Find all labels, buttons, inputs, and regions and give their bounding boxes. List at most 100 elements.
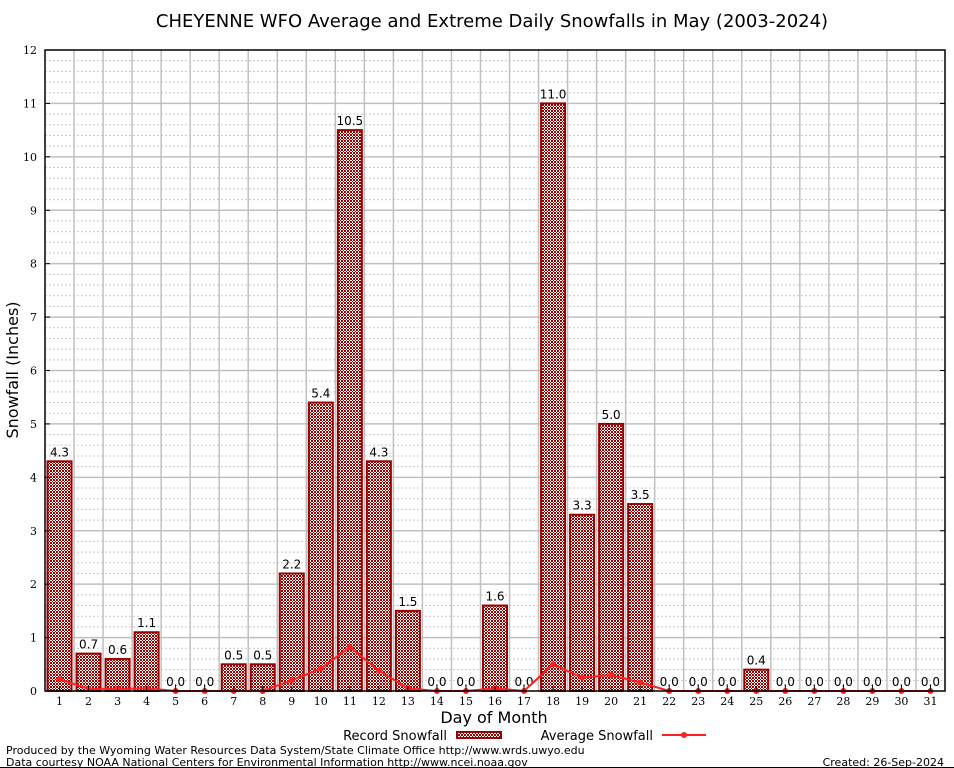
y-tick-label: 1 xyxy=(30,632,37,645)
record-data-label: 3.5 xyxy=(631,488,650,502)
record-bar-day-1 xyxy=(46,460,73,692)
record-data-label: 0.0 xyxy=(863,675,882,689)
record-bar-day-20 xyxy=(598,422,625,692)
x-tick-label: 3 xyxy=(114,695,121,708)
x-tick-label: 1 xyxy=(56,695,63,708)
record-bar-day-21 xyxy=(627,503,654,692)
record-data-label: 0.0 xyxy=(689,675,708,689)
x-tick-label: 6 xyxy=(201,695,208,708)
x-tick-label: 16 xyxy=(488,695,502,708)
record-data-label: 4.3 xyxy=(369,445,388,459)
average-point-day-20 xyxy=(608,671,615,678)
y-tick-label: 10 xyxy=(23,151,37,164)
record-bar-day-18 xyxy=(540,102,567,692)
record-data-label: 0.0 xyxy=(805,675,824,689)
footer-produced-by: Produced by the Wyoming Water Resources … xyxy=(6,744,585,757)
x-tick-label: 4 xyxy=(143,695,150,708)
y-tick-label: 12 xyxy=(23,44,37,57)
y-tick-label: 7 xyxy=(30,311,37,324)
average-point-day-9 xyxy=(288,677,295,684)
x-tick-label: 26 xyxy=(778,695,792,708)
record-data-label: 0.0 xyxy=(921,675,940,689)
x-tick-label: 18 xyxy=(546,695,560,708)
average-point-day-12 xyxy=(375,667,382,674)
record-data-label: 0.0 xyxy=(892,675,911,689)
x-tick-label: 29 xyxy=(865,695,879,708)
x-tick-label: 19 xyxy=(575,695,589,708)
record-bar-day-12 xyxy=(365,460,392,692)
record-bar-day-13 xyxy=(394,609,421,692)
y-tick-label: 11 xyxy=(23,97,37,110)
x-tick-label: 17 xyxy=(517,695,531,708)
average-point-day-18 xyxy=(550,661,557,668)
legend-average-marker xyxy=(681,732,687,738)
x-tick-label: 14 xyxy=(430,695,444,708)
x-tick-label: 11 xyxy=(343,695,357,708)
x-tick-label: 10 xyxy=(314,695,328,708)
x-tick-label: 13 xyxy=(401,695,415,708)
average-point-day-19 xyxy=(579,674,586,681)
record-data-label: 11.0 xyxy=(540,87,567,101)
footer-created: Created: 26-Sep-2024 xyxy=(823,756,944,768)
record-data-label: 3.3 xyxy=(573,499,592,513)
x-tick-label: 8 xyxy=(259,695,266,708)
y-tick-label: 5 xyxy=(30,418,37,431)
x-tick-label: 31 xyxy=(923,695,937,708)
record-data-label: 0.0 xyxy=(427,675,446,689)
x-tick-label: 15 xyxy=(459,695,473,708)
record-data-label: 0.0 xyxy=(195,675,214,689)
record-bar-day-10 xyxy=(307,401,334,692)
record-data-label: 10.5 xyxy=(336,114,363,128)
x-tick-label: 20 xyxy=(604,695,618,708)
record-data-label: 4.3 xyxy=(50,445,69,459)
record-data-label: 0.0 xyxy=(718,675,737,689)
record-bar-day-16 xyxy=(482,604,508,692)
y-axis-label: Snowfall (Inches) xyxy=(3,301,22,438)
average-point-day-11 xyxy=(346,644,353,651)
x-tick-label: 9 xyxy=(288,695,295,708)
record-data-label: 0.0 xyxy=(660,675,679,689)
y-tick-label: 0 xyxy=(30,685,37,698)
record-data-label: 0.7 xyxy=(79,638,98,652)
x-tick-label: 7 xyxy=(230,695,237,708)
record-data-label: 0.0 xyxy=(456,675,475,689)
x-tick-label: 21 xyxy=(633,695,647,708)
x-tick-label: 24 xyxy=(720,695,734,708)
average-point-day-1 xyxy=(56,676,63,683)
y-tick-label: 9 xyxy=(30,204,37,217)
record-data-label: 1.1 xyxy=(137,616,156,630)
x-tick-label: 30 xyxy=(894,695,908,708)
record-data-label: 0.5 xyxy=(253,648,272,662)
record-data-label: 5.4 xyxy=(311,387,330,401)
footer-data-courtesy: Data courtesy NOAA National Centers for … xyxy=(6,756,528,768)
chart-title: CHEYENNE WFO Average and Extreme Daily S… xyxy=(156,11,828,32)
record-bar-day-11 xyxy=(336,129,363,692)
average-point-day-10 xyxy=(317,665,324,672)
record-data-label: 2.2 xyxy=(282,557,301,571)
x-tick-label: 23 xyxy=(691,695,705,708)
x-tick-label: 27 xyxy=(807,695,821,708)
legend-record-label: Record Snowfall xyxy=(343,729,447,744)
record-data-label: 0.0 xyxy=(776,675,795,689)
x-tick-label: 28 xyxy=(836,695,850,708)
record-bar-day-9 xyxy=(278,572,305,693)
legend-record-swatch xyxy=(456,731,502,739)
record-data-label: 1.5 xyxy=(398,595,417,609)
record-data-label: 1.6 xyxy=(485,590,504,604)
record-bar-day-2 xyxy=(75,652,102,693)
record-data-label: 0.6 xyxy=(108,643,127,657)
average-point-day-21 xyxy=(637,679,644,686)
y-tick-label: 2 xyxy=(30,578,37,591)
x-tick-label: 25 xyxy=(749,695,763,708)
x-tick-label: 12 xyxy=(372,695,386,708)
x-tick-label: 5 xyxy=(172,695,179,708)
x-axis-label: Day of Month xyxy=(440,708,547,727)
x-tick-label: 2 xyxy=(85,695,92,708)
y-tick-label: 6 xyxy=(30,365,37,378)
record-data-label: 5.0 xyxy=(602,408,621,422)
y-tick-label: 3 xyxy=(30,525,37,538)
record-bar-day-4 xyxy=(133,631,160,692)
record-data-label: 0.4 xyxy=(747,654,766,668)
